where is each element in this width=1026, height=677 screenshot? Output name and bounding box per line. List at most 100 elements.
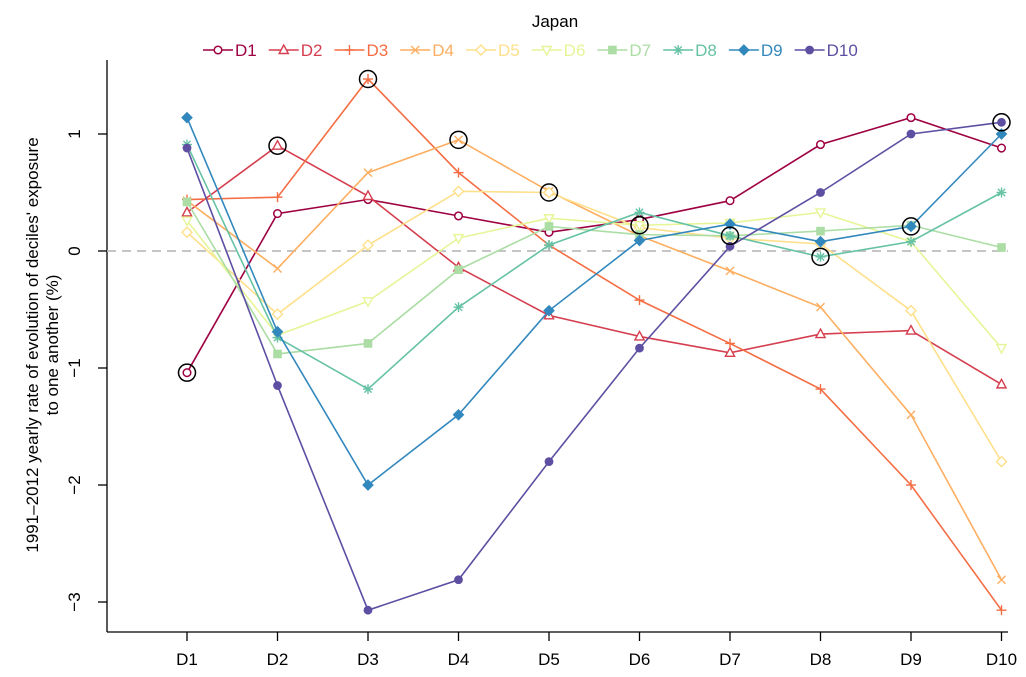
x-tick-label: D10 [986,650,1017,669]
series-line [186,211,1003,349]
data-point [633,234,646,247]
legend-item-d5: D5 [465,41,520,60]
data-point [724,346,736,357]
x-tick-label: D9 [900,650,922,669]
highlight-circle [901,217,921,236]
legend-label: D9 [761,41,783,60]
data-point [905,324,917,335]
series-d3 [182,74,1007,616]
data-point [997,575,1006,585]
legend-item-d1: D1 [203,41,257,60]
data-point [906,480,916,490]
legend-marker [474,44,487,56]
legend-marker [805,45,815,55]
x-tick-label: D5 [538,650,560,669]
data-point [815,139,826,150]
data-point [724,218,736,230]
series-line [186,138,1003,581]
legend-label: D6 [564,41,586,60]
data-point [725,230,735,241]
data-point [363,384,373,395]
data-point [181,205,193,217]
data-point [362,239,374,252]
highlight-circle [177,363,197,382]
x-ticks: D1 D2 D3 D4 D5 D6 D7 D8 D9 D10 [176,632,1017,669]
legend-item-d7: D7 [597,41,651,60]
chart-title: Japan [532,12,578,31]
data-point [814,327,827,339]
data-point [363,605,373,615]
x-tick-label: D3 [357,650,379,669]
data-point [906,129,916,139]
data-point [725,266,735,276]
data-point [453,211,464,221]
data-point [996,143,1007,153]
highlight-circle [630,216,649,235]
data-point [634,295,645,306]
data-point [816,188,825,197]
legend-label: D3 [366,41,388,60]
data-point [906,410,916,420]
data-point [271,308,284,321]
data-point [362,297,374,308]
series-line [186,117,1003,487]
x-tick-label: D6 [629,650,651,669]
legend-label: D2 [301,41,323,60]
highlight-circle [720,226,740,246]
legend-label: D5 [498,41,520,60]
data-point [453,302,464,313]
data-point [362,189,374,201]
data-point [362,479,374,491]
series-d10 [182,117,1006,615]
legend-item-d8: D8 [663,41,717,60]
data-point [906,236,916,247]
data-point [182,368,192,378]
series-line [186,190,1003,463]
series-line [186,77,1003,611]
highlight-circle [992,113,1011,132]
data-point [544,457,554,467]
series-d9 [181,111,1008,491]
data-point [272,209,283,219]
y-tick-label: −3 [65,592,84,611]
data-point [454,135,463,145]
series-line [186,116,1002,374]
data-point [815,251,826,262]
data-point [633,329,646,341]
legend-item-d3: D3 [334,41,388,60]
legend-marker [738,44,750,56]
data-point [454,265,463,275]
data-point [905,304,917,317]
data-point [452,185,465,198]
data-point [543,214,555,225]
data-point [452,233,465,245]
legend-item-d10: D10 [794,41,858,60]
y-tick-label: 0 [65,246,84,255]
series-line [186,121,1002,612]
legend-marker [410,45,420,55]
data-point [271,325,284,338]
data-point [543,304,555,317]
data-point [182,143,192,153]
data-point [995,455,1008,468]
series-line [186,201,1002,355]
highlight-circle [811,247,830,267]
data-point [454,575,463,585]
data-point [725,338,735,349]
highlight-circle [358,69,378,89]
data-point [816,226,825,236]
data-point [906,113,916,123]
data-point [543,186,555,199]
x-tick-label: D4 [448,650,470,669]
data-point [363,74,373,85]
data-point [273,264,282,274]
series-group [181,74,1008,616]
series-d2 [181,139,1008,389]
highlight-circle [268,136,287,155]
data-point [997,243,1006,252]
series-d1 [182,113,1007,378]
data-point [996,605,1007,616]
highlight-circle [449,130,468,150]
legend-marker [608,45,617,55]
data-point [272,192,283,203]
